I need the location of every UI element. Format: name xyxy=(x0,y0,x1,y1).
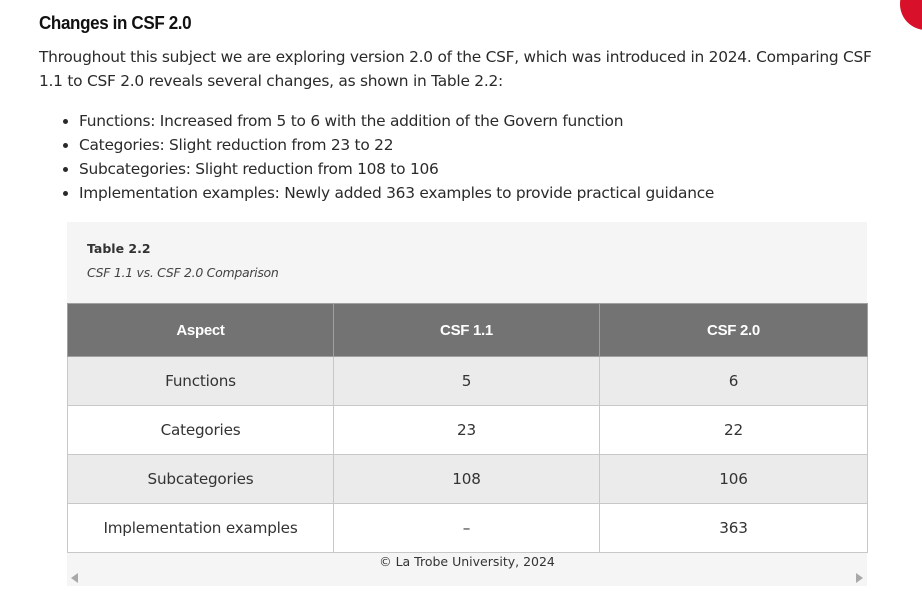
header-csf-1-1: CSF 1.1 xyxy=(333,303,600,357)
intro-paragraph: Throughout this subject we are exploring… xyxy=(39,48,872,90)
section-heading: Changes in CSF 2.0 xyxy=(39,12,192,33)
table-title: CSF 1.1 vs. CSF 2.0 Comparison xyxy=(87,265,279,280)
cell-csf-2-0: 22 xyxy=(599,405,868,455)
list-item: Categories: Slight reduction from 23 to … xyxy=(79,133,714,157)
comparison-table: Aspect CSF 1.1 CSF 2.0 Functions 5 6 Cat… xyxy=(67,303,868,553)
list-item: Implementation examples: Newly added 363… xyxy=(79,181,714,205)
table-row: Implementation examples – 363 xyxy=(67,503,868,553)
copyright-notice: © La Trobe University, 2024 xyxy=(379,554,555,569)
table-row: Functions 5 6 xyxy=(67,356,868,406)
cell-csf-2-0: 6 xyxy=(599,356,868,406)
cell-aspect: Categories xyxy=(67,405,334,455)
list-item: Functions: Increased from 5 to 6 with th… xyxy=(79,109,714,133)
cell-aspect: Functions xyxy=(67,356,334,406)
list-item: Subcategories: Slight reduction from 108… xyxy=(79,157,714,181)
cell-aspect: Implementation examples xyxy=(67,503,334,553)
cell-csf-1-1: 23 xyxy=(333,405,600,455)
cell-csf-1-1: 5 xyxy=(333,356,600,406)
floating-red-button[interactable] xyxy=(900,0,922,30)
cell-csf-1-1: 108 xyxy=(333,454,600,504)
scroll-right-arrow-icon[interactable] xyxy=(856,573,863,583)
header-csf-2-0: CSF 2.0 xyxy=(599,303,868,357)
table-figure: Table 2.2 CSF 1.1 vs. CSF 2.0 Comparison… xyxy=(67,222,868,586)
table-row: Subcategories 108 106 xyxy=(67,454,868,504)
scroll-left-arrow-icon[interactable] xyxy=(71,573,78,583)
changes-list: Functions: Increased from 5 to 6 with th… xyxy=(39,109,714,205)
cell-csf-2-0: 106 xyxy=(599,454,868,504)
cell-csf-2-0: 363 xyxy=(599,503,868,553)
cell-aspect: Subcategories xyxy=(67,454,334,504)
table-header-row: Aspect CSF 1.1 CSF 2.0 xyxy=(67,303,868,357)
table-row: Categories 23 22 xyxy=(67,405,868,455)
header-aspect: Aspect xyxy=(67,303,334,357)
cell-csf-1-1: – xyxy=(333,503,600,553)
table-label: Table 2.2 xyxy=(87,241,151,256)
